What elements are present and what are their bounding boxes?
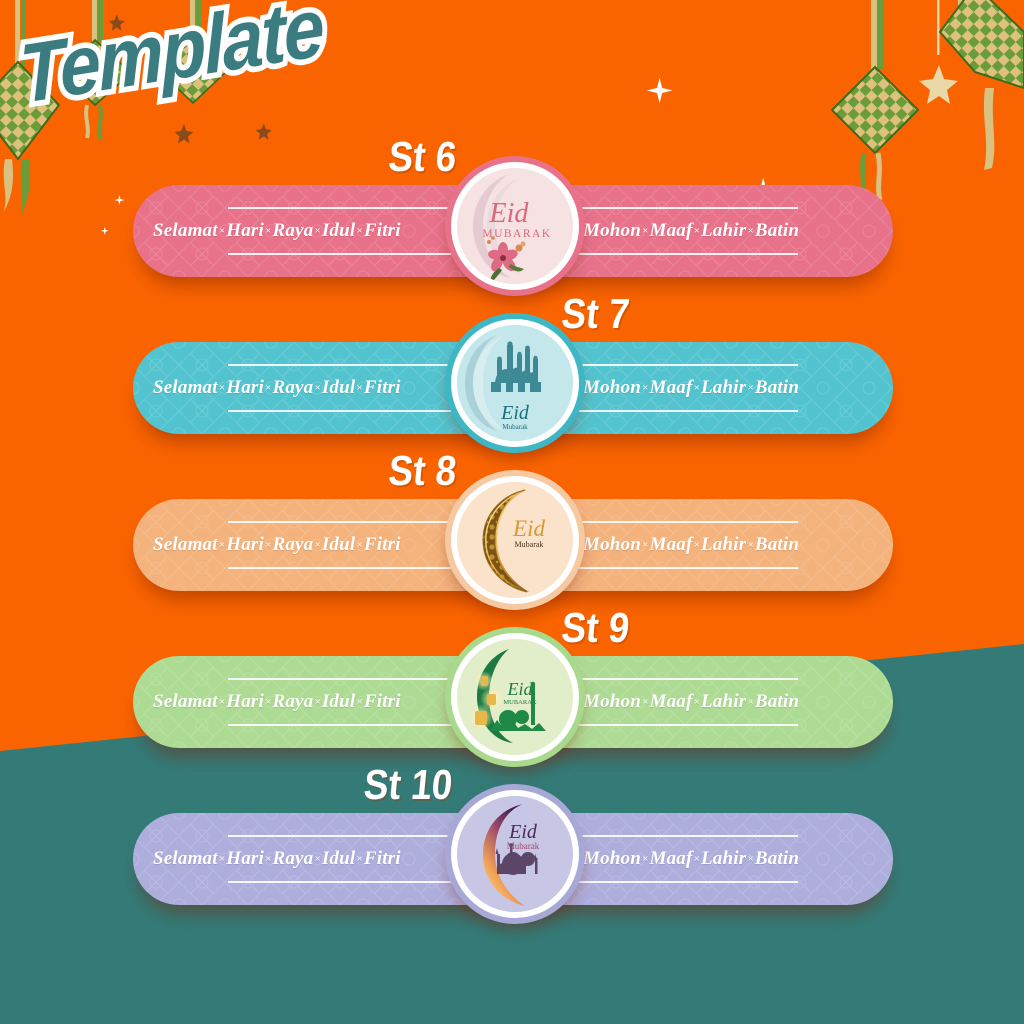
svg-text:Eid: Eid: [508, 821, 538, 843]
svg-text:Eid: Eid: [500, 402, 530, 424]
svg-text:Eid: Eid: [507, 679, 534, 699]
svg-text:Eid: Eid: [489, 198, 530, 229]
svg-text:Eid: Eid: [512, 516, 545, 541]
svg-text:Mubarak: Mubarak: [502, 423, 528, 431]
svg-text:Mubarak: Mubarak: [507, 841, 540, 851]
svg-text:Mubarak: Mubarak: [515, 540, 544, 549]
